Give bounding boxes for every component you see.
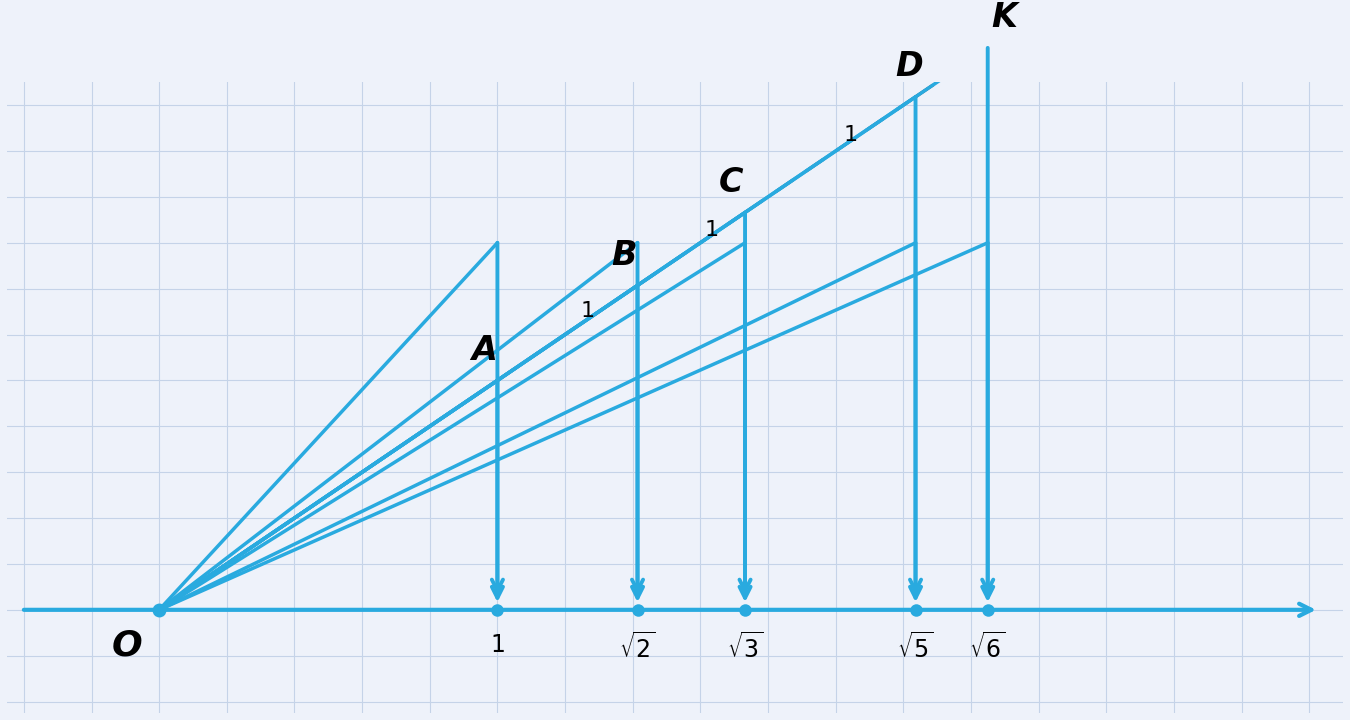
Text: 1: 1 — [490, 633, 505, 657]
Text: O: O — [112, 628, 142, 662]
Text: $\sqrt{6}$: $\sqrt{6}$ — [969, 633, 1006, 663]
Text: 1: 1 — [844, 125, 859, 145]
Text: $\sqrt{3}$: $\sqrt{3}$ — [726, 633, 763, 663]
Text: 1: 1 — [705, 220, 720, 240]
Text: C: C — [720, 166, 744, 199]
Text: A: A — [471, 333, 497, 366]
Text: $\sqrt{2}$: $\sqrt{2}$ — [620, 633, 656, 663]
Text: D: D — [895, 50, 922, 83]
Text: K: K — [992, 1, 1018, 34]
Text: B: B — [612, 238, 637, 271]
Text: 1: 1 — [580, 302, 595, 321]
Text: $\sqrt{5}$: $\sqrt{5}$ — [898, 633, 934, 663]
